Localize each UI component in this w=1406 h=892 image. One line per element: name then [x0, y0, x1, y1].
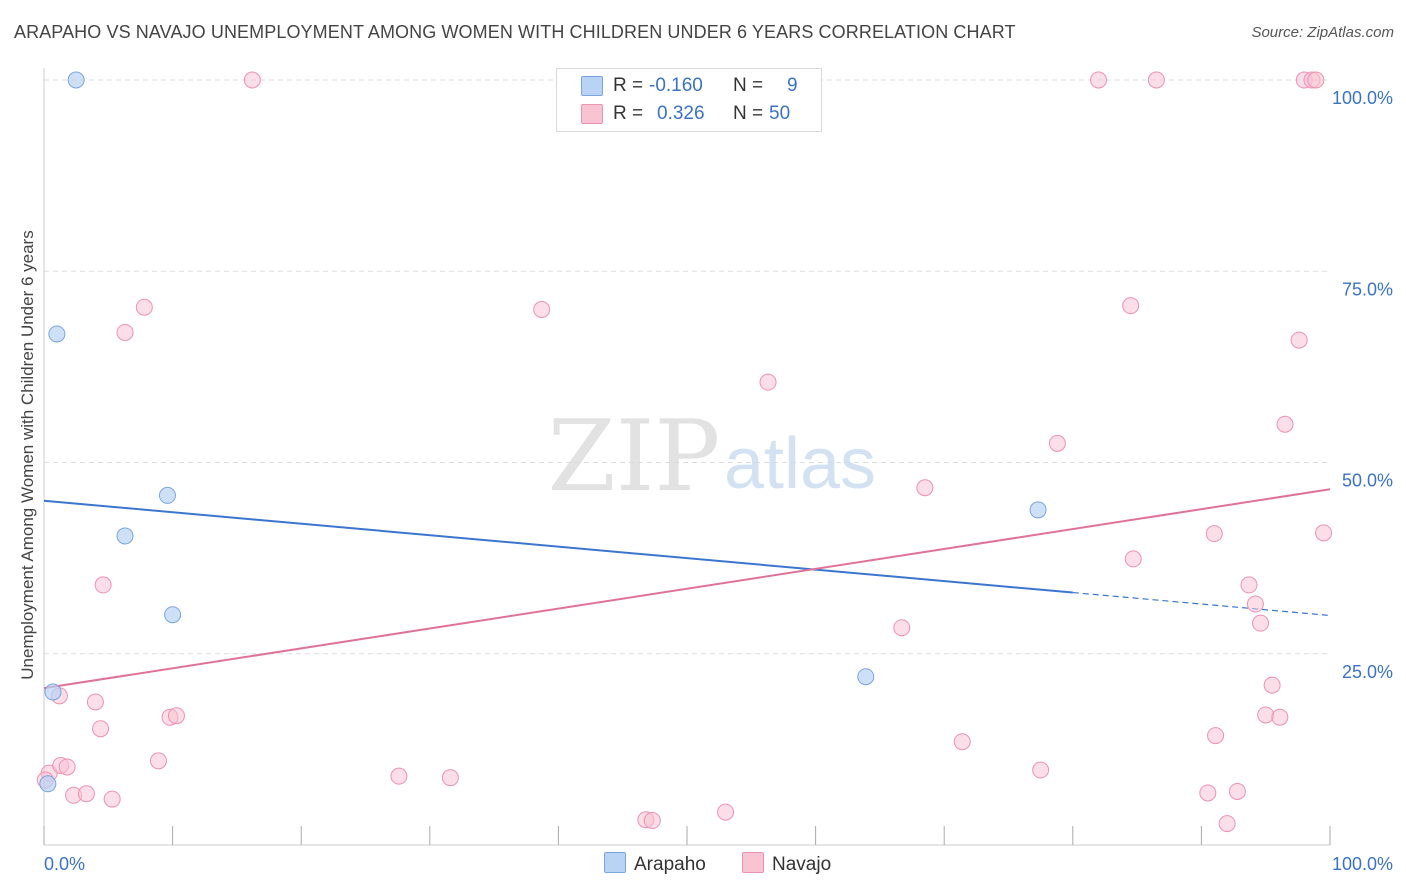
x-tick-label: 100.0%: [1332, 854, 1393, 874]
arapaho-point: [116, 527, 134, 545]
chart-title: ARAPAHO VS NAVAJO UNEMPLOYMENT AMONG WOM…: [14, 22, 1016, 42]
navajo-point: [1207, 727, 1225, 745]
navajo-point: [643, 812, 661, 830]
navajo-point: [94, 576, 112, 594]
navajo-point: [1246, 595, 1264, 613]
arapaho-n-value: 9: [787, 75, 798, 96]
navajo-legend-label: Navajo: [772, 854, 832, 875]
navajo-point: [103, 790, 121, 808]
legend-n-label: N =: [733, 103, 764, 124]
arapaho-legend-swatch: [604, 852, 626, 873]
navajo-point: [953, 733, 971, 751]
navajo-point: [86, 693, 104, 711]
navajo-swatch: [581, 104, 603, 124]
navajo-point: [1048, 434, 1066, 452]
bottom-legend-arapaho: Arapaho: [604, 852, 706, 876]
y-tick-label: 100.0%: [1332, 88, 1393, 108]
legend-n-label: N =: [733, 75, 764, 96]
navajo-trend-line: [43, 488, 1331, 690]
navajo-n-value: 50: [769, 103, 791, 124]
arapaho-point: [44, 683, 62, 701]
navajo-point: [1290, 331, 1308, 349]
navajo-point: [135, 298, 153, 316]
y-tick-label: 25.0%: [1342, 662, 1393, 682]
navajo-point: [1147, 71, 1165, 89]
arapaho-r-value: -0.160: [649, 75, 703, 96]
arapaho-trend-line: [43, 499, 1073, 594]
navajo-point: [717, 803, 735, 821]
arapaho-legend-label: Arapaho: [634, 854, 706, 875]
navajo-point: [77, 785, 95, 803]
navajo-r-value: 0.326: [657, 103, 705, 124]
navajo-point: [893, 619, 911, 637]
navajo-point: [1199, 784, 1217, 802]
arapaho-point: [1029, 501, 1047, 519]
watermark-atlas: atlas: [724, 424, 876, 504]
navajo-point: [1307, 71, 1325, 89]
correlation-legend: R = -0.160 N = 9 R = 0.326 N = 50: [556, 68, 822, 132]
arapaho-point: [67, 71, 85, 89]
navajo-point: [167, 707, 185, 725]
navajo-point: [116, 323, 134, 341]
source-label: Source: ZipAtlas.com: [1251, 24, 1394, 41]
y-tick-label: 75.0%: [1342, 279, 1393, 299]
arapaho-point: [48, 325, 66, 343]
navajo-point: [1124, 550, 1142, 568]
navajo-point: [759, 373, 777, 391]
legend-r-label: R =: [613, 75, 644, 96]
navajo-point: [243, 71, 261, 89]
navajo-point: [1240, 576, 1258, 594]
x-tick-label: 0.0%: [44, 854, 85, 874]
y-tick-label: 50.0%: [1342, 471, 1393, 491]
navajo-point: [1252, 614, 1270, 632]
navajo-point: [1257, 706, 1275, 724]
navajo-point: [390, 767, 408, 785]
legend-r-label: R =: [613, 103, 644, 124]
watermark-zip: ZIP: [548, 400, 721, 514]
navajo-point: [149, 752, 167, 770]
navajo-point: [441, 769, 459, 787]
navajo-point: [1122, 297, 1140, 315]
navajo-point: [1218, 815, 1236, 833]
arapaho-point: [857, 668, 875, 686]
navajo-point: [916, 479, 934, 497]
arapaho-point: [164, 606, 182, 624]
arapaho-swatch: [581, 76, 603, 96]
bottom-legend-navajo: Navajo: [742, 852, 831, 876]
navajo-point: [1090, 71, 1108, 89]
navajo-point: [58, 758, 76, 776]
navajo-point: [1315, 524, 1333, 542]
navajo-point: [533, 301, 551, 318]
navajo-legend-swatch: [742, 852, 764, 873]
navajo-point: [1271, 708, 1289, 726]
navajo-point: [1263, 676, 1281, 694]
arapaho-point: [158, 486, 176, 504]
navajo-point: [1276, 415, 1294, 433]
navajo-point: [1205, 525, 1223, 543]
navajo-point: [92, 720, 110, 738]
navajo-point: [1032, 761, 1050, 779]
arapaho-trend-extension: [1072, 591, 1331, 617]
navajo-point: [1228, 782, 1246, 800]
arapaho-point: [39, 775, 57, 793]
